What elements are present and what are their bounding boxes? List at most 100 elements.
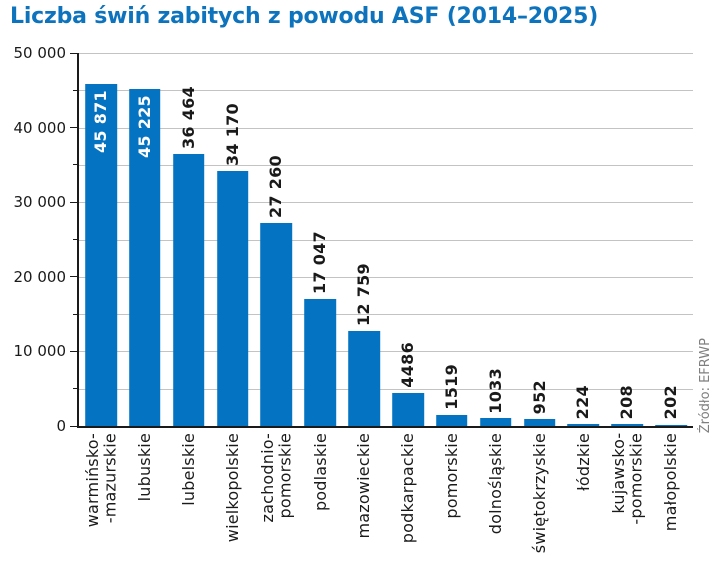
x-label-slot: mazowieckie xyxy=(342,433,386,581)
bar-value-label: 45 871 xyxy=(90,89,110,153)
bar-value-label: 36 464 xyxy=(178,85,198,149)
y-tick-mark xyxy=(73,313,77,315)
bar-slot: 202 xyxy=(649,53,693,426)
x-label-slot: lubuskie xyxy=(123,433,167,581)
bar xyxy=(85,83,117,426)
chart-title: Liczba świń zabitych z powodu ASF (2014–… xyxy=(10,4,599,29)
x-label-slot: małopolskie xyxy=(649,433,693,581)
bar xyxy=(172,153,205,426)
y-tick-mark xyxy=(70,350,77,352)
x-tick-label: pomorskie xyxy=(442,433,462,519)
x-tick-label: podkarpackie xyxy=(398,433,418,544)
x-label-slot: wielkopolskie xyxy=(211,433,255,581)
bar xyxy=(479,418,512,426)
y-ticks xyxy=(0,52,77,428)
x-tick-label: lubelskie xyxy=(179,433,199,506)
x-label-slot: pomorskie xyxy=(430,433,474,581)
gridline xyxy=(79,202,693,204)
bar-slot: 952 xyxy=(518,53,562,426)
y-tick-label: 20 000 xyxy=(13,267,67,286)
x-label-slot: łódzkie xyxy=(561,433,605,581)
gridline xyxy=(79,127,693,129)
y-tick-label: 0 xyxy=(56,417,66,435)
x-tick-label: podlaskie xyxy=(310,433,330,512)
bar-slot: 1519 xyxy=(430,53,474,426)
y-tick-label: 10 000 xyxy=(13,342,67,361)
bar-slot: 34 170 xyxy=(211,53,255,426)
gridline xyxy=(79,388,693,390)
x-tick-label: wielkopolskie xyxy=(222,433,242,543)
x-label-slot: lubelskie xyxy=(167,433,211,581)
gridline xyxy=(79,276,693,278)
bar-slot: 45 225 xyxy=(123,53,167,426)
y-tick-mark xyxy=(73,164,77,166)
y-tick-mark xyxy=(70,276,77,278)
bar xyxy=(392,392,424,426)
gridline xyxy=(79,351,693,353)
bars-row: 45 871 45 225 36 464 34 170 27 260 17 047 12 7… xyxy=(79,53,693,426)
x-label-slot: podlaskie xyxy=(298,433,342,581)
x-tick-label: dolnośląskie xyxy=(486,433,506,535)
y-tick-label: 50 000 xyxy=(13,44,67,62)
bar-value-label: 202 xyxy=(660,385,680,420)
x-label-slot: kujawsko- -pomorskie xyxy=(605,433,649,581)
bar xyxy=(128,88,161,426)
bar xyxy=(436,414,468,426)
x-tick-label: małopolskie xyxy=(661,433,681,532)
x-tick-label: kujawsko- -pomorskie xyxy=(608,433,646,525)
bar-slot: 45 871 xyxy=(79,53,123,426)
x-label-slot: warmińsko- -mazurskie xyxy=(79,433,123,581)
y-tick-mark xyxy=(70,52,77,54)
y-tick-mark xyxy=(70,127,77,129)
x-label-slot: świętokrzyskie xyxy=(518,433,562,581)
plot-area: 45 871 45 225 36 464 34 170 27 260 17 047 12 7… xyxy=(77,53,693,428)
gridline xyxy=(79,164,693,166)
bar-value-label: 952 xyxy=(529,379,549,414)
x-label-slot: zachodnio- pomorskie xyxy=(254,433,298,581)
bar-value-label: 12 759 xyxy=(353,262,373,326)
gridline xyxy=(79,53,693,54)
bar-value-label: 1033 xyxy=(485,367,505,414)
y-tick-mark xyxy=(73,388,77,390)
y-tick-label: 40 000 xyxy=(13,118,67,137)
x-tick-label: warmińsko- -mazurskie xyxy=(82,433,119,528)
y-tick-mark xyxy=(70,425,77,427)
x-label-slot: podkarpackie xyxy=(386,433,430,581)
bar xyxy=(348,330,380,426)
x-label-slot: dolnośląskie xyxy=(474,433,518,581)
x-tick-label: mazowieckie xyxy=(354,433,374,539)
bar-slot: 208 xyxy=(605,53,649,426)
bar xyxy=(304,298,337,426)
bar xyxy=(655,424,687,426)
y-tick-mark xyxy=(73,89,77,91)
bar-slot: 12 759 xyxy=(342,53,386,426)
y-tick-mark xyxy=(70,201,77,203)
gridline xyxy=(79,90,693,92)
gridline xyxy=(79,314,693,316)
bar-slot: 1033 xyxy=(474,53,518,426)
x-axis-labels: warmińsko- -mazurskie lubuskie lubelskie wi… xyxy=(79,433,693,581)
bar-slot: 224 xyxy=(561,53,605,426)
y-axis-labels: 0 10 000 20 000 30 000 40 000 50 000 xyxy=(0,44,67,435)
bar-value-label: 17 047 xyxy=(310,230,330,294)
x-tick-label: lubuskie xyxy=(135,433,155,502)
bar-value-label: 1519 xyxy=(441,363,461,410)
bar xyxy=(216,171,249,426)
bar-slot: 36 464 xyxy=(167,53,211,426)
x-tick-label: łódzkie xyxy=(573,433,593,491)
bar-value-label: 27 260 xyxy=(266,154,286,218)
x-tick-label: zachodnio- pomorskie xyxy=(258,433,295,523)
bar xyxy=(260,222,293,426)
y-tick-mark xyxy=(73,239,77,240)
bar xyxy=(523,418,556,426)
bar-value-label: 208 xyxy=(617,385,637,420)
bar-slot: 4486 xyxy=(386,53,430,426)
y-tick-label: 30 000 xyxy=(13,193,67,212)
bar xyxy=(611,424,644,426)
bar-value-label: 224 xyxy=(573,385,593,420)
x-tick-label: świętokrzyskie xyxy=(529,433,549,554)
bar-slot: 27 260 xyxy=(254,53,298,426)
bar-value-label: 34 170 xyxy=(222,103,242,167)
bar-value-label: 4486 xyxy=(397,341,417,388)
